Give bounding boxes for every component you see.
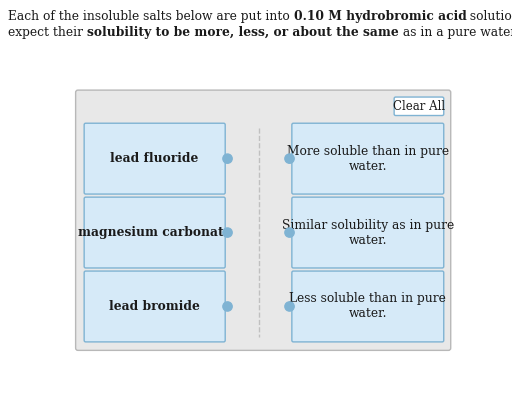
Text: Each of the insoluble salts below are put into: Each of the insoluble salts below are pu… [8,10,293,23]
Text: magnesium carbonate: magnesium carbonate [78,226,231,239]
Circle shape [223,302,232,311]
FancyBboxPatch shape [76,90,451,350]
Circle shape [285,154,294,163]
FancyBboxPatch shape [84,197,225,268]
FancyBboxPatch shape [292,123,444,194]
Text: Clear All: Clear All [393,100,445,113]
FancyBboxPatch shape [292,271,444,342]
Circle shape [223,154,232,163]
Text: lead fluoride: lead fluoride [111,152,199,165]
Circle shape [285,228,294,237]
Text: solubility to be more, less, or about the same: solubility to be more, less, or about th… [87,26,399,39]
Text: Less soluble than in pure
water.: Less soluble than in pure water. [289,293,446,320]
Text: solution. Do you: solution. Do you [466,10,512,23]
Circle shape [285,302,294,311]
Circle shape [223,228,232,237]
Text: 0.10 M hydrobromic acid: 0.10 M hydrobromic acid [293,10,466,23]
Text: expect their: expect their [8,26,87,39]
FancyBboxPatch shape [292,197,444,268]
FancyBboxPatch shape [84,123,225,194]
Text: More soluble than in pure
water.: More soluble than in pure water. [287,144,449,173]
Text: Similar solubility as in pure
water.: Similar solubility as in pure water. [282,219,454,246]
FancyBboxPatch shape [394,97,444,115]
FancyBboxPatch shape [84,271,225,342]
Text: as in a pure water solution ?: as in a pure water solution ? [399,26,512,39]
Text: lead bromide: lead bromide [109,300,200,313]
